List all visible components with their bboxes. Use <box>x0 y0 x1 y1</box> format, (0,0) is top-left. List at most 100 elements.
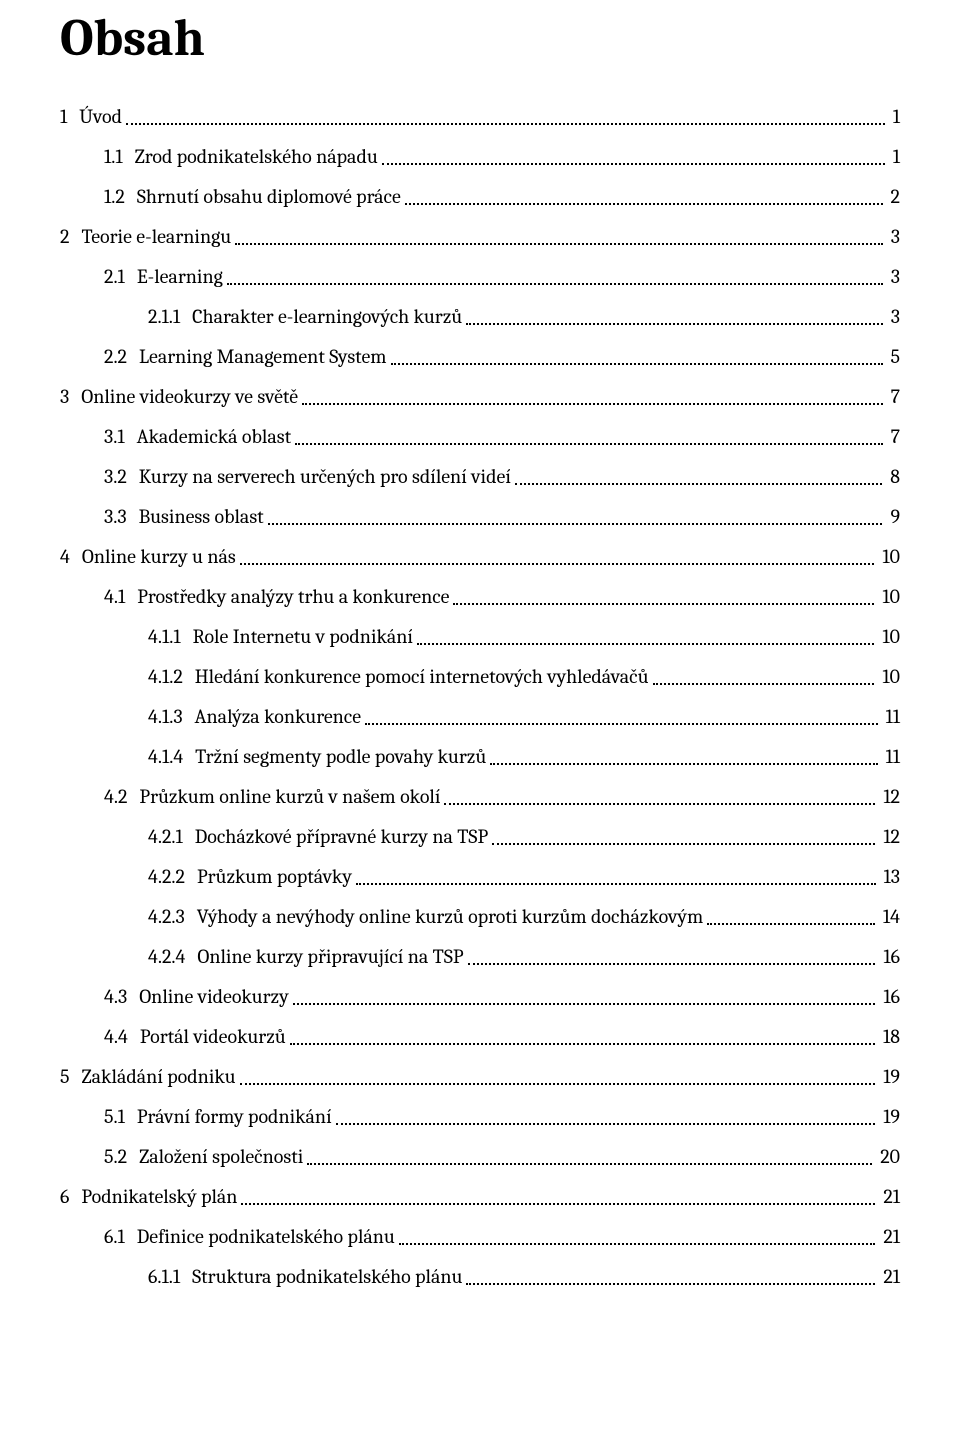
toc-entry-page: 3 <box>887 224 900 250</box>
page-title: Obsah <box>60 0 900 68</box>
toc-entry-page: 18 <box>879 1024 900 1050</box>
toc-leader <box>293 1003 876 1005</box>
toc-entry-number: 3 <box>60 384 81 410</box>
toc-leader <box>417 643 874 645</box>
toc-entry-page: 20 <box>876 1144 900 1170</box>
toc-entry-label: Online videokurzy ve světě <box>81 384 298 410</box>
toc-leader <box>399 1243 875 1245</box>
toc-entry-number: 4.1.1 <box>148 624 193 650</box>
toc-entry: 1.2Shrnutí obsahu diplomové práce2 <box>60 184 900 210</box>
table-of-contents: 1Úvod1 1.1Zrod podnikatelského nápadu 1 1.2… <box>60 104 900 1290</box>
toc-entry-label: Business oblast <box>139 504 264 530</box>
toc-entry-label: Analýza konkurence <box>195 704 362 730</box>
toc-entry-label: Právní formy podnikání <box>137 1104 332 1130</box>
toc-leader <box>466 323 883 325</box>
toc-entry-page: 21 <box>879 1184 900 1210</box>
toc-entry: 4.2.1Docházkové přípravné kurzy na TSP12 <box>60 824 900 850</box>
toc-entry-label: Podnikatelský plán <box>81 1184 237 1210</box>
toc-entry-label: Learning Management System <box>139 344 387 370</box>
toc-entry-page: 1 <box>889 104 900 130</box>
toc-entry: 3.3Business oblast 9 <box>60 504 900 530</box>
toc-entry-page: 11 <box>882 704 900 730</box>
toc-leader <box>295 443 883 445</box>
toc-leader <box>466 1283 875 1285</box>
toc-entry-page: 11 <box>882 744 900 770</box>
toc-entry-number: 3.2 <box>104 464 139 490</box>
toc-entry: 3.2Kurzy na serverech určených pro sdíle… <box>60 464 900 490</box>
toc-entry-page: 1 <box>889 144 900 170</box>
toc-entry-page: 10 <box>878 584 900 610</box>
toc-entry: 1.1Zrod podnikatelského nápadu 1 <box>60 144 900 170</box>
toc-leader <box>515 483 882 485</box>
toc-entry-number: 4.1.2 <box>148 664 195 690</box>
toc-leader <box>126 123 885 125</box>
toc-entry: 4.2Průzkum online kurzů v našem okolí12 <box>60 784 900 810</box>
toc-leader <box>336 1123 876 1125</box>
toc-entry-page: 7 <box>887 384 900 410</box>
toc-leader <box>241 1203 875 1205</box>
toc-entry: 2.2Learning Management System 5 <box>60 344 900 370</box>
toc-entry-number: 5 <box>60 1064 82 1090</box>
toc-entry-page: 3 <box>887 264 900 290</box>
toc-entry-label: Portál videokurzů <box>140 1024 286 1050</box>
toc-entry: 1Úvod1 <box>60 104 900 130</box>
toc-entry: 4Online kurzy u nás10 <box>60 544 900 570</box>
toc-entry-number: 1.2 <box>104 184 137 210</box>
toc-entry-label: Teorie e-learningu <box>81 224 231 250</box>
toc-entry-label: Průzkum online kurzů v našem okolí <box>139 784 440 810</box>
toc-entry-number: 4.4 <box>104 1024 140 1050</box>
toc-entry-page: 9 <box>886 504 900 530</box>
toc-entry-number: 5.1 <box>104 1104 137 1130</box>
toc-entry-number: 1.1 <box>104 144 135 170</box>
toc-entry-page: 5 <box>887 344 901 370</box>
toc-entry-page: 7 <box>887 424 900 450</box>
toc-entry-label: Online kurzy připravující na TSP <box>197 944 463 970</box>
toc-entry-number: 2.2 <box>104 344 139 370</box>
toc-leader <box>492 843 875 845</box>
toc-leader <box>240 563 875 565</box>
toc-entry-number: 6.1.1 <box>148 1264 192 1290</box>
toc-entry: 4.3Online videokurzy16 <box>60 984 900 1010</box>
toc-entry-label: Založení společnosti <box>139 1144 303 1170</box>
toc-entry-label: Výhody a nevýhody online kurzů oproti ku… <box>197 904 704 930</box>
toc-entry-number: 1 <box>60 104 79 130</box>
toc-entry-page: 10 <box>878 664 900 690</box>
toc-leader <box>227 283 883 285</box>
toc-entry: 4.1.1Role Internetu v podnikání10 <box>60 624 900 650</box>
toc-entry: 4.1Prostředky analýzy trhu a konkurence1… <box>60 584 900 610</box>
toc-leader <box>302 403 883 405</box>
toc-leader <box>268 523 883 525</box>
toc-entry-number: 3.1 <box>104 424 137 450</box>
toc-leader <box>356 883 875 885</box>
toc-entry-number: 2.1 <box>104 264 137 290</box>
toc-entry-label: Definice podnikatelského plánu <box>137 1224 395 1250</box>
toc-entry-label: Zakládání podniku <box>82 1064 236 1090</box>
toc-entry: 3Online videokurzy ve světě 7 <box>60 384 900 410</box>
toc-leader <box>307 1163 872 1165</box>
toc-entry-number: 4.1.3 <box>148 704 195 730</box>
toc-entry-page: 2 <box>887 184 900 210</box>
toc-entry-label: Hledání konkurence pomocí internetových … <box>195 664 649 690</box>
toc-entry-page: 16 <box>879 984 900 1010</box>
toc-entry-number: 4.2.4 <box>148 944 197 970</box>
toc-entry-label: Kurzy na serverech určených pro sdílení … <box>139 464 511 490</box>
toc-entry-number: 4.2.3 <box>148 904 197 930</box>
toc-leader <box>444 803 875 805</box>
toc-entry-number: 4.1 <box>104 584 137 610</box>
toc-leader <box>707 923 875 925</box>
toc-entry: 4.1.2Hledání konkurence pomocí interneto… <box>60 664 900 690</box>
toc-entry-number: 6.1 <box>104 1224 137 1250</box>
toc-entry: 6Podnikatelský plán21 <box>60 1184 900 1210</box>
toc-entry: 4.2.3Výhody a nevýhody online kurzů opro… <box>60 904 900 930</box>
toc-entry-page: 10 <box>878 624 900 650</box>
toc-entry-number: 4 <box>60 544 82 570</box>
toc-entry: 4.1.3Analýza konkurence 11 <box>60 704 900 730</box>
toc-entry-label: Struktura podnikatelského plánu <box>192 1264 462 1290</box>
toc-entry-label: Zrod podnikatelského nápadu <box>135 144 378 170</box>
toc-entry-number: 3.3 <box>104 504 139 530</box>
toc-entry-number: 5.2 <box>104 1144 139 1170</box>
toc-entry: 5.2Založení společnosti 20 <box>60 1144 900 1170</box>
toc-entry: 3.1Akademická oblast7 <box>60 424 900 450</box>
toc-entry-page: 13 <box>880 864 900 890</box>
toc-entry: 4.2.4Online kurzy připravující na TSP16 <box>60 944 900 970</box>
